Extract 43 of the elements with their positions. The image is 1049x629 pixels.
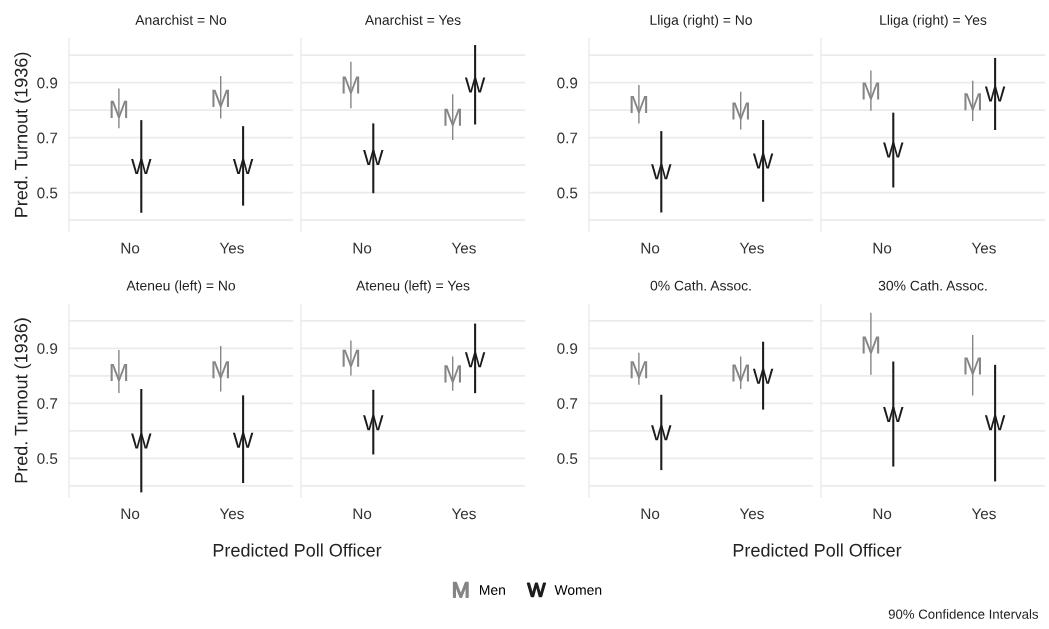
y-tick-label: 0.7: [557, 132, 578, 144]
x-tick-label: No: [641, 508, 660, 520]
x-tick-label: Yes: [219, 242, 244, 254]
x-tick-label: No: [121, 242, 140, 254]
chart-title: Anarchist = Yes: [364, 14, 461, 25]
x-axis-title: Predicted Poll Officer: [213, 543, 382, 557]
y-tick-label: 0.5: [557, 453, 578, 464]
x-tick-label: No: [121, 508, 140, 520]
x-tick-label: Yes: [451, 508, 476, 520]
x-tick-label: No: [353, 242, 372, 254]
y-tick-label: 0.7: [37, 398, 58, 409]
chart-title: Ateneu (left) = Yes: [356, 280, 470, 294]
x-tick-label: Yes: [971, 508, 996, 520]
chart-title: Lliga (right) = No: [650, 14, 752, 28]
chart-title: Lliga (right) = Yes: [880, 14, 987, 28]
x-tick-label: Yes: [971, 242, 996, 254]
y-tick-label: 0.7: [557, 398, 578, 409]
legend-label: Men: [479, 585, 505, 595]
x-tick-label: Yes: [451, 242, 476, 254]
y-tick-label: 0.9: [37, 343, 58, 354]
y-tick-label: 0.5: [557, 187, 578, 199]
chart-title: Ateneu (left) = No: [126, 280, 236, 294]
y-tick-label: 0.9: [557, 343, 578, 354]
chart-title: 30% Cath. Assoc.: [878, 280, 987, 291]
y-tick-label: 0.5: [37, 453, 58, 464]
x-tick-label: No: [873, 508, 892, 520]
legend-label: Women: [554, 585, 602, 595]
chart-title: Anarchist = No: [135, 14, 227, 25]
chart-title: 0% Cath. Assoc.: [650, 280, 751, 291]
x-tick-label: Yes: [739, 508, 764, 520]
y-axis-title: Pred. Turnout (1936): [14, 318, 32, 483]
x-tick-label: Yes: [739, 242, 764, 254]
y-tick-label: 0.5: [37, 187, 58, 199]
y-tick-label: 0.7: [37, 132, 58, 144]
y-tick-label: 0.9: [37, 77, 58, 89]
x-tick-label: No: [353, 508, 372, 520]
text: 90% Confidence Intervals: [888, 609, 1039, 619]
x-axis-title: Predicted Poll Officer: [733, 543, 902, 557]
x-tick-label: No: [641, 242, 660, 254]
x-tick-label: No: [873, 242, 892, 254]
x-tick-label: Yes: [219, 508, 244, 520]
y-tick-label: 0.9: [557, 77, 578, 89]
y-axis-title: Pred. Turnout (1936): [14, 52, 32, 217]
